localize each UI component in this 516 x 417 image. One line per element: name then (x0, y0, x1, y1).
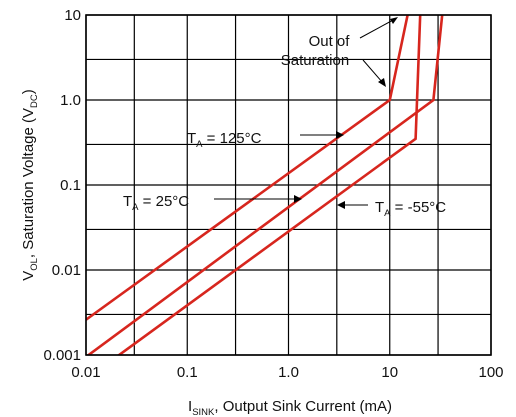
annotation-out-of-saturation-line1: Out of (309, 33, 351, 50)
x-tick-label: 0.1 (177, 364, 198, 381)
annotation-ta-minus55: TA = -55°C (337, 199, 446, 219)
ta-25-subscript: A (132, 202, 139, 213)
x-tick-label: 100 (478, 364, 503, 381)
arrowhead-out-of-saturation-1 (390, 17, 398, 24)
arrowhead-out-of-saturation-2 (378, 78, 386, 87)
arrowhead-ta-minus55 (337, 201, 345, 209)
y-tick-label: 0.001 (43, 347, 81, 364)
annotation-out-of-saturation: Out of Saturation (281, 17, 398, 87)
series-line-1 (86, 15, 409, 321)
svg-text:TA = 125°C: TA = 125°C (187, 130, 262, 150)
x-tick-label: 1.0 (278, 364, 299, 381)
x-axis-label: ISINK, Output Sink Current (mA) (188, 398, 392, 417)
svg-text:TA = -55°C: TA = -55°C (375, 199, 446, 219)
svg-text:TA = 25°C: TA = 25°C (123, 193, 189, 213)
ta-minus55-symbol: T (375, 199, 384, 216)
y-tick-label: 10 (64, 7, 81, 24)
y-tick-label: 0.01 (52, 262, 81, 279)
annotation-out-of-saturation-line2: Saturation (281, 52, 349, 69)
series-line-2 (86, 15, 444, 355)
series-group (86, 15, 444, 355)
arrowhead-ta-125 (336, 131, 344, 139)
y-tick-label: 1.0 (60, 92, 81, 109)
ta-25-value: = 25°C (139, 193, 190, 210)
x-tick-label: 0.01 (71, 364, 100, 381)
annotation-ta-125: TA = 125°C (187, 130, 344, 150)
y-tick-labels: 0.001 0.01 0.1 1.0 10 (43, 7, 81, 364)
ta-minus55-subscript: A (384, 208, 391, 219)
ta-125-subscript: A (196, 139, 203, 150)
ta-25-symbol: T (123, 193, 132, 210)
ta-125-value: = 125°C (203, 130, 262, 147)
x-tick-label: 10 (381, 364, 398, 381)
arrowhead-ta-25 (294, 195, 302, 203)
ta-125-symbol: T (187, 130, 196, 147)
y-tick-label: 0.1 (60, 177, 81, 194)
plot-frame (85, 14, 492, 356)
ta-minus55-value: = -55°C (391, 199, 447, 216)
arrow-out-of-saturation-2 (362, 59, 384, 84)
arrow-out-of-saturation-1 (359, 18, 396, 39)
series-line-3 (116, 15, 422, 355)
annotation-ta-25: TA = 25°C (123, 193, 302, 213)
x-tick-labels: 0.01 0.1 1.0 10 100 (71, 364, 503, 381)
y-axis-label: VOL, Saturation Voltage (VDC) (20, 89, 40, 281)
